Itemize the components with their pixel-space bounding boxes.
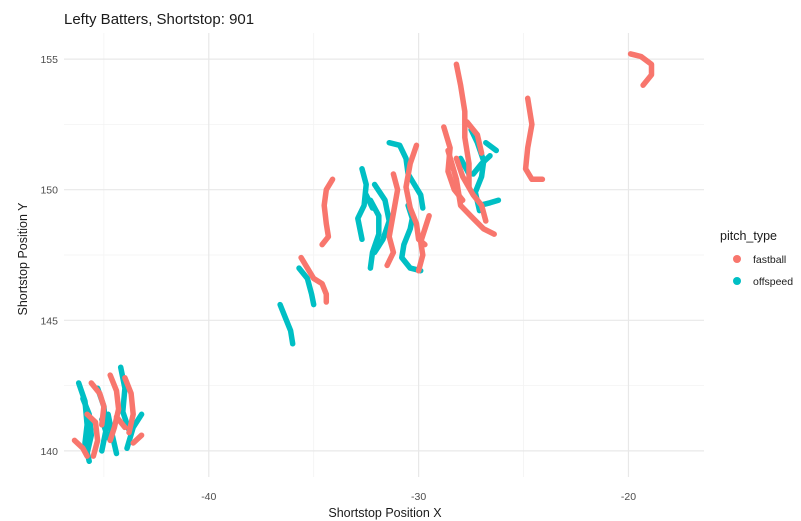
legend-label-offspeed: offspeed [753,276,793,288]
fastball-path [88,380,107,428]
fastball-path [113,414,128,431]
fastball-path [453,61,472,190]
offspeed-path [371,181,392,256]
y-tick-label: 150 [40,185,58,197]
fastball-path [627,51,655,88]
series-fastball [71,51,655,459]
offspeed-path [296,265,317,308]
fastball-path [384,171,401,269]
fastball-path [122,375,136,436]
y-tick-label: 155 [40,54,58,66]
fastball-path [130,432,145,446]
fastball-path [84,411,101,459]
legend: pitch_type fastball offspeed [720,229,793,288]
fastball-path [319,176,336,248]
legend-key-fastball [733,255,741,263]
y-axis-ticks: 140 145 150 155 [40,54,58,458]
fastball-path [71,437,90,459]
chart-title: Lefty Batters, Shortstop: 901 [64,11,254,28]
plot-area [71,51,655,465]
series-offspeed [75,126,502,465]
fastball-path [415,213,432,274]
fastball-path [107,372,122,444]
y-tick-label: 145 [40,315,58,327]
offspeed-path [470,153,493,177]
y-axis-label: Shortstop Position Y [16,202,30,316]
legend-key-offspeed [733,277,741,285]
offspeed-path [124,411,145,452]
fastball-path [298,254,330,305]
minor-grid [64,33,704,477]
fastball-path [522,95,546,183]
x-axis-label: Shortstop Position X [328,506,442,520]
offspeed-path [355,166,369,243]
x-tick-label: -40 [201,491,216,503]
x-tick-label: -30 [411,491,426,503]
offspeed-path [483,139,500,154]
offspeed-path [367,197,382,271]
fastball-path [445,147,497,237]
legend-title: pitch_type [720,229,777,243]
legend-label-fastball: fastball [753,254,786,266]
x-axis-ticks: -40 -30 -20 [201,491,636,503]
x-tick-label: -20 [621,491,636,503]
offspeed-path [80,395,95,457]
fastball-path [403,142,428,248]
offspeed-path [363,192,376,211]
fastball-path [453,155,489,224]
offspeed-path [277,301,296,347]
fastball-path [464,119,485,156]
major-grid [64,33,704,477]
y-tick-label: 140 [40,446,58,458]
